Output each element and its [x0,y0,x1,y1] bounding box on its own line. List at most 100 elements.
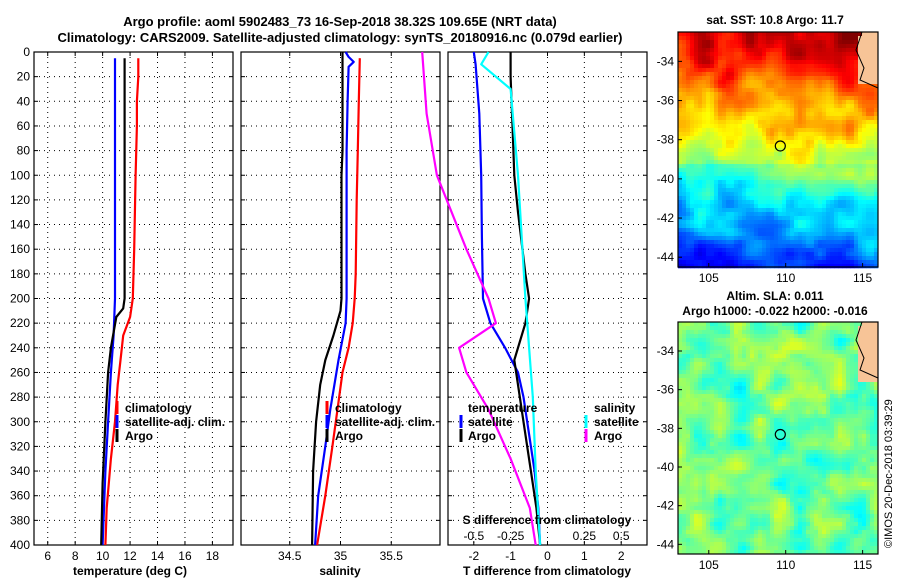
map-cell [730,132,735,137]
map-cell [722,434,727,439]
map-cell [874,426,879,431]
map-cell [738,204,743,209]
map-cell [822,164,827,169]
depth-tick-label: 340 [10,464,30,478]
map-cell [810,132,815,137]
map-cell [830,358,835,363]
map-cell [838,322,843,327]
map-cell [702,386,707,391]
map-cell [802,160,807,165]
map-cell [854,264,859,269]
map-cell [718,180,723,185]
map-cell [786,224,791,229]
map-cell [694,140,699,145]
map-cell [834,48,839,53]
map-cell [766,406,771,411]
map-cell [746,366,751,371]
map-cell [786,176,791,181]
map-cell [814,430,819,435]
map-cell [862,132,867,137]
map-cell [830,196,835,201]
map-cell [754,140,759,145]
map-cell [806,116,811,121]
map-cell [734,260,739,265]
map-cell [858,334,863,339]
map-cell [690,386,695,391]
map-cell [746,236,751,241]
map-cell [838,244,843,249]
map-cell [846,338,851,343]
map-cell [818,358,823,363]
map-cell [854,450,859,455]
map-cell [706,132,711,137]
map-cell [774,422,779,427]
map-cell [742,152,747,157]
map-cell [798,96,803,101]
map-cell [830,366,835,371]
map-cell [762,240,767,245]
map-cell [770,96,775,101]
map-cell [786,434,791,439]
map-cell [846,386,851,391]
map-cell [754,366,759,371]
map-cell [802,252,807,257]
map-cell [850,72,855,77]
map-cell [862,160,867,165]
map-cell [858,402,863,407]
map-cell [758,212,763,217]
map-cell [750,144,755,149]
map-cell [762,92,767,97]
map-cell [718,232,723,237]
map-cell [710,200,715,205]
map-cell [782,60,787,65]
map-cell [802,224,807,229]
map-cell [818,398,823,403]
map-cell [738,342,743,347]
map-cell [706,342,711,347]
map-cell [790,326,795,331]
map-cell [838,366,843,371]
map-cell [742,386,747,391]
map-cell [818,418,823,423]
map-cell [734,220,739,225]
map-cell [802,72,807,77]
map-cell [710,438,715,443]
map-cell [846,394,851,399]
map-cell [798,48,803,53]
map-cell [706,442,711,447]
map-cell [726,386,731,391]
map-cell [778,88,783,93]
map-cell [750,44,755,49]
map-cell [830,326,835,331]
map-cell [706,362,711,367]
map-cell [750,140,755,145]
map-cell [730,148,735,153]
map-cell [690,92,695,97]
map-cell [822,434,827,439]
map-cell [830,426,835,431]
map-cell [810,88,815,93]
map-cell [678,260,683,265]
map-cell [710,32,715,37]
map-cell [782,200,787,205]
map-cell [778,132,783,137]
map-cell [810,228,815,233]
map-cell [774,370,779,375]
map-cell [742,378,747,383]
map-cell [690,148,695,153]
map-cell [790,196,795,201]
map-cell [870,52,875,57]
map-cell [742,370,747,375]
map-cell [806,434,811,439]
map-cell [798,390,803,395]
map-cell [778,108,783,113]
map-cell [782,84,787,89]
map-cell [734,152,739,157]
map-cell [706,264,711,269]
map-cell [870,196,875,201]
map-cell [762,184,767,189]
map-cell [810,152,815,157]
map-cell [794,394,799,399]
map-cell [690,358,695,363]
map-cell [766,398,771,403]
